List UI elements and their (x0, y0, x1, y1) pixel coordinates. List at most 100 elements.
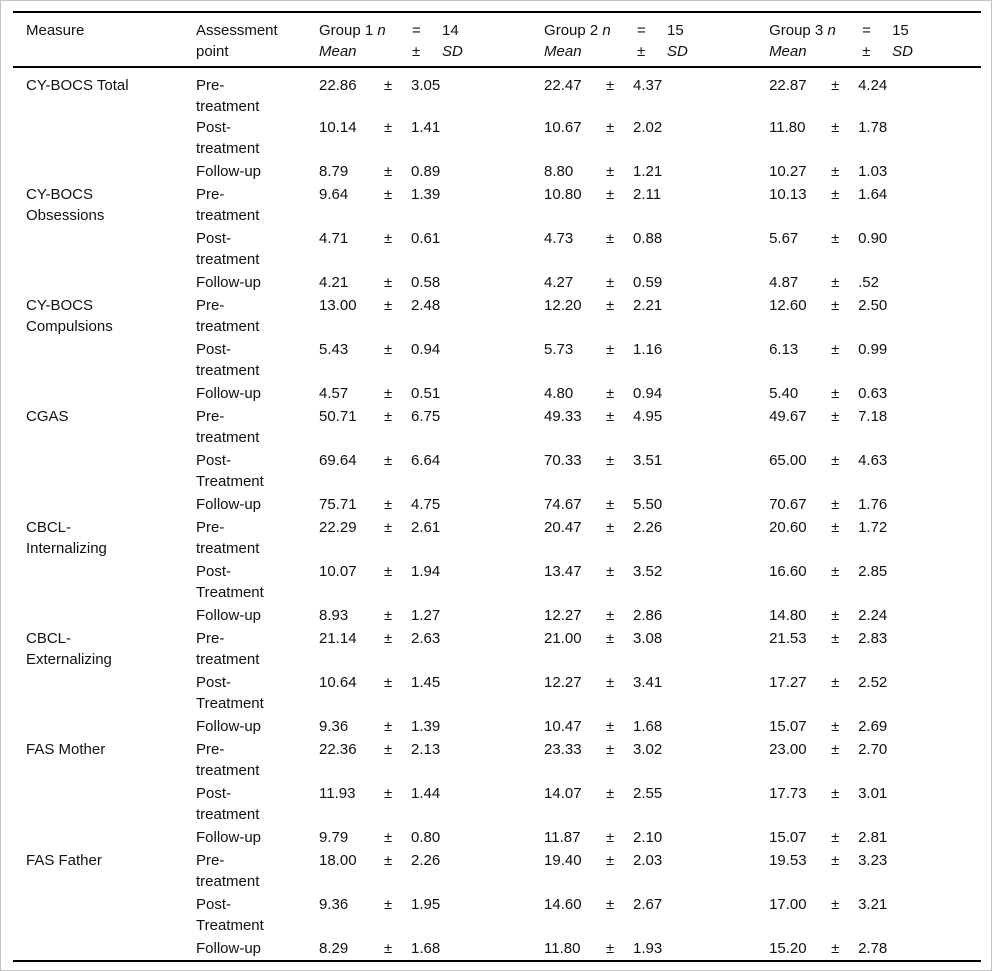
sd-value: 0.51 (411, 385, 441, 402)
assessment-cell: Follow-up (196, 718, 262, 735)
plus-minus: ± (831, 940, 840, 957)
plus-minus: ± (384, 186, 393, 203)
plus-minus: ± (606, 385, 615, 402)
sd-value: 1.94 (411, 563, 441, 580)
measure-column-header: Measure (13, 12, 196, 68)
plus-minus: ± (606, 496, 615, 513)
measure-cell: FAS Mother (26, 741, 106, 758)
sd-value: 1.76 (858, 496, 888, 513)
mean-value: 22.86 (319, 77, 357, 94)
table-body: CY-BOCS Total Pre-treatment 22.86 ±3.05 22.4… (13, 67, 981, 961)
plus-minus: ± (606, 408, 615, 425)
plus-minus: ± (606, 163, 615, 180)
sd-value: 0.59 (633, 274, 663, 291)
table-row: Post- Treatment 10.07 ±1.94 13.47 ±3.52 16.60 ±… (13, 561, 981, 605)
group2-column-header: Group 2 n = 15 Mean ± SD (544, 12, 770, 68)
mean-value: 21.14 (319, 630, 357, 647)
sd-value: 0.90 (858, 230, 888, 247)
sd-value: 1.16 (633, 341, 663, 358)
plus-minus: ± (384, 674, 393, 691)
mean-value: 10.80 (544, 186, 582, 203)
assessment-cell: Post-treatment (196, 785, 260, 823)
plus-minus: ± (831, 741, 840, 758)
plus-minus: ± (606, 186, 615, 203)
assessment-cell: Follow-up (196, 496, 262, 513)
assessment-cell: Pre-treatment (196, 519, 260, 557)
sd-value: 2.26 (633, 519, 663, 536)
assessment-cell: Follow-up (196, 385, 262, 402)
plus-minus: ± (606, 829, 615, 846)
sd-value: 2.85 (858, 563, 888, 580)
plus-minus: ± (384, 230, 393, 247)
table-row: Follow-up 4.57 ±0.51 4.80 ±0.94 5.40 ±0.63 (13, 383, 981, 406)
table-row: CY-BOCS Obsessions Pre-treatment 9.64 ±1.39 1… (13, 184, 981, 228)
measure-cell: CY-BOCS Obsessions (26, 186, 105, 224)
plus-minus: ± (384, 829, 393, 846)
sd-value: 1.27 (411, 607, 441, 624)
sd-value: 1.44 (411, 785, 441, 802)
plus-minus: ± (384, 785, 393, 802)
plus-minus: ± (831, 230, 840, 247)
table-row: Follow-up 8.79 ±0.89 8.80 ±1.21 10.27 ±1.03 (13, 161, 981, 184)
sd-value: 2.63 (411, 630, 441, 647)
mean-value: 17.00 (769, 896, 807, 913)
mean-value: 14.07 (544, 785, 582, 802)
n-symbol: n (602, 22, 611, 39)
plus-minus-label: ± (637, 43, 646, 60)
plus-minus: ± (384, 297, 393, 314)
mean-value: 22.36 (319, 741, 357, 758)
sd-value: 4.37 (633, 77, 663, 94)
plus-minus: ± (831, 274, 840, 291)
plus-minus: ± (606, 785, 615, 802)
mean-value: 70.33 (544, 452, 582, 469)
sd-value: 3.41 (633, 674, 663, 691)
mean-value: 13.47 (544, 563, 582, 580)
mean-value: 21.53 (769, 630, 807, 647)
mean-value: 12.20 (544, 297, 582, 314)
assessment-cell: Pre-treatment (196, 77, 260, 115)
sd-value: 3.08 (633, 630, 663, 647)
mean-value: 11.80 (769, 119, 806, 136)
sd-value: 0.61 (411, 230, 441, 247)
assessment-cell: Pre-treatment (196, 741, 260, 779)
mean-value: 22.87 (769, 77, 807, 94)
table-row: Post-treatment 5.43 ±0.94 5.73 ±1.16 6.13 ±0.9… (13, 339, 981, 383)
plus-minus: ± (384, 630, 393, 647)
group2-stat-line: Mean ± SD (544, 41, 769, 62)
mean-value: 50.71 (319, 408, 357, 425)
plus-minus: ± (831, 186, 840, 203)
sd-value: 1.21 (633, 163, 663, 180)
table-row: Post- Treatment 69.64 ±6.64 70.33 ±3.51 65.00 ±… (13, 450, 981, 494)
group1-stat-line: Mean ± SD (319, 41, 544, 62)
mean-value: 10.64 (319, 674, 357, 691)
plus-minus: ± (831, 829, 840, 846)
mean-value: 16.60 (769, 563, 807, 580)
plus-minus: ± (606, 341, 615, 358)
sd-value: 4.95 (633, 408, 663, 425)
mean-value: 13.00 (319, 297, 357, 314)
sd-value: 1.41 (411, 119, 441, 136)
sd-value: 1.45 (411, 674, 441, 691)
sd-value: 2.10 (633, 829, 663, 846)
plus-minus: ± (384, 940, 393, 957)
mean-value: 15.07 (769, 718, 807, 735)
mean-value: 65.00 (769, 452, 807, 469)
assessment-cell: Pre-treatment (196, 630, 260, 668)
assessment-cell: Pre-treatment (196, 297, 260, 335)
sd-value: 2.67 (633, 896, 663, 913)
mean-value: 5.43 (319, 341, 349, 358)
sd-value: 1.93 (633, 940, 663, 957)
mean-value: 4.87 (769, 274, 799, 291)
sd-label: SD (892, 43, 913, 60)
group2-n-line: Group 2 n = 15 (544, 20, 769, 41)
plus-minus: ± (606, 741, 615, 758)
mean-value: 74.67 (544, 496, 582, 513)
mean-label: Mean (769, 43, 807, 60)
plus-minus: ± (831, 77, 840, 94)
plus-minus: ± (606, 674, 615, 691)
plus-minus: ± (831, 718, 840, 735)
plus-minus: ± (606, 297, 615, 314)
mean-value: 10.14 (319, 119, 357, 136)
plus-minus: ± (384, 77, 393, 94)
assessment-cell: Follow-up (196, 940, 262, 957)
